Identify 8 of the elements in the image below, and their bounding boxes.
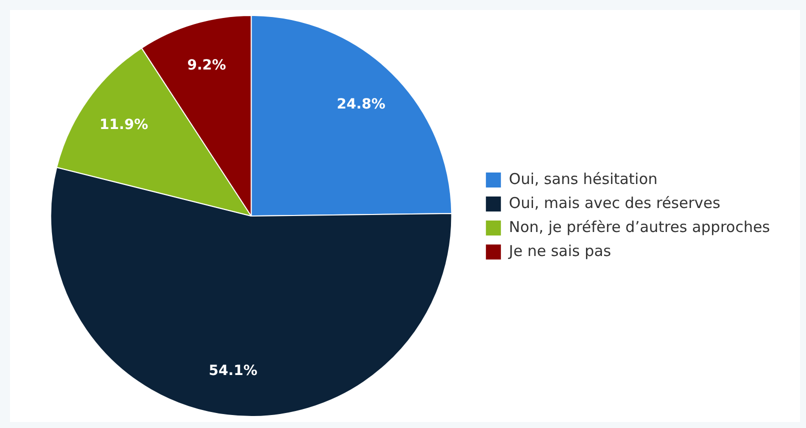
data-label: 11.9%	[100, 116, 148, 133]
legend-label: Non, je préfère d’autres approches	[508, 218, 770, 236]
data-label: 24.8%	[336, 96, 386, 112]
legend-label: Je ne sais pas	[508, 242, 612, 260]
legend-label: Oui, sans hésitation	[508, 170, 658, 188]
data-label: 54.1%	[208, 362, 258, 379]
legend-label: Oui, mais avec des réserves	[508, 194, 720, 212]
data-label: 9.2%	[187, 58, 226, 74]
